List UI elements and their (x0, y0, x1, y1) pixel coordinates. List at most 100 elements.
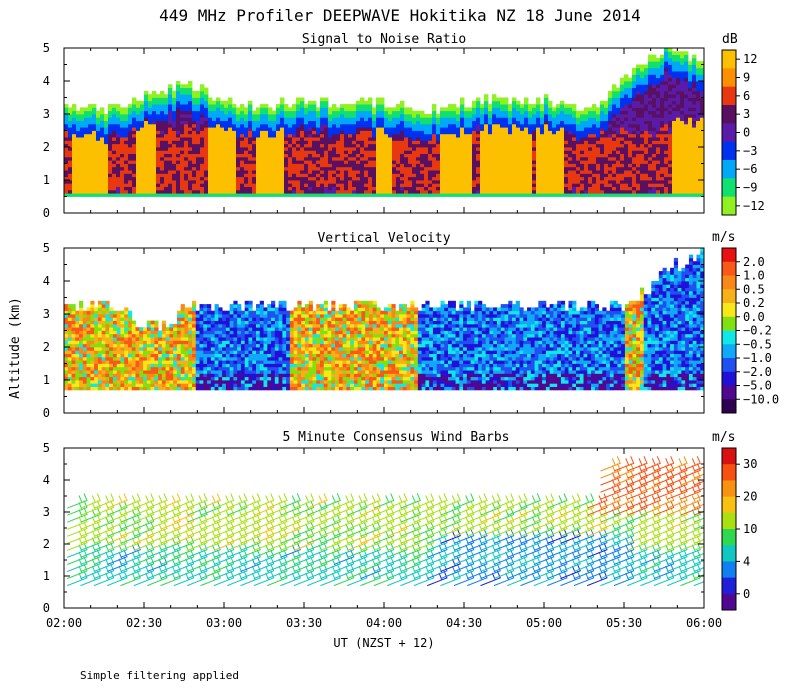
snr-cell (196, 166, 201, 171)
snr-cell (196, 156, 201, 161)
snr-cell (328, 120, 333, 125)
snr-cell (204, 160, 209, 164)
snr-cell (376, 170, 381, 174)
snr-cell (144, 170, 149, 174)
snr-cell (196, 127, 201, 131)
snr-cell (136, 107, 141, 112)
snr-cell (372, 166, 377, 171)
snr-cell (300, 114, 305, 118)
snr-cell (632, 104, 637, 108)
snr-cell (116, 133, 121, 138)
snr-cell (64, 110, 69, 115)
snr-cell (108, 160, 113, 164)
snr-cell (364, 180, 369, 184)
snr-cell (652, 74, 657, 79)
snr-cell (236, 183, 241, 187)
snr-cell (304, 140, 309, 145)
snr-cell (136, 127, 141, 131)
snr-cell (316, 120, 321, 125)
snr-cell (468, 186, 473, 191)
snr-cell (392, 170, 397, 174)
snr-cell (528, 166, 533, 171)
snr-cell (580, 143, 585, 148)
snr-cell (600, 100, 605, 105)
snr-cell (244, 114, 249, 118)
snr-cell (280, 114, 285, 118)
snr-cell (496, 166, 501, 171)
snr-cell (312, 150, 317, 154)
snr-cell (632, 140, 637, 145)
snr-cell (692, 81, 697, 85)
snr-cell (580, 130, 585, 135)
snr-cell (696, 84, 701, 88)
snr-cell (648, 54, 653, 59)
snr-cell (432, 120, 437, 125)
snr-cell (420, 127, 425, 131)
snr-cell (284, 193, 289, 197)
snr-cell (684, 57, 689, 62)
snr-cell (204, 90, 209, 95)
snr-cell (532, 150, 537, 154)
snr-cell (440, 176, 445, 181)
snr-cell (664, 176, 669, 181)
snr-cell (252, 150, 257, 154)
snr-cell (344, 183, 349, 187)
snr-cell (416, 183, 421, 187)
snr-cell (508, 183, 513, 187)
snr-cell (680, 123, 685, 128)
snr-cell (484, 166, 489, 171)
snr-cell (148, 110, 153, 115)
snr-cell (64, 130, 69, 135)
snr-cell (680, 133, 685, 138)
snr-cell (160, 147, 165, 151)
snr-cell (496, 114, 501, 118)
snr-cell (436, 173, 441, 178)
snr-cell (572, 104, 577, 108)
snr-cell (272, 156, 277, 161)
snr-cell (620, 186, 625, 191)
snr-cell (464, 123, 469, 128)
snr-cell (300, 104, 305, 108)
snr-cell (532, 176, 537, 181)
snr-cell (312, 156, 317, 161)
snr-cell (580, 127, 585, 131)
snr-cell (92, 180, 97, 184)
snr-cell (400, 117, 405, 121)
snr-cell (524, 156, 529, 161)
snr-cell (552, 160, 557, 164)
snr-cell (684, 114, 689, 118)
snr-cell (668, 107, 673, 112)
snr-cell (344, 163, 349, 168)
snr-cell (664, 160, 669, 164)
snr-cell (500, 183, 505, 187)
snr-cell (504, 107, 509, 112)
snr-cell (628, 127, 633, 131)
snr-cell (112, 137, 117, 141)
snr-cell (436, 114, 441, 118)
snr-cell (612, 193, 617, 197)
snr-cell (248, 183, 253, 187)
snr-cell (532, 120, 537, 125)
snr-cell (604, 133, 609, 138)
snr-cell (668, 143, 673, 148)
snr-cell (540, 123, 545, 128)
snr-cell (224, 150, 229, 154)
snr-cell (676, 193, 681, 197)
snr-cell (628, 100, 633, 105)
snr-cell (80, 107, 85, 112)
snr-cell (108, 176, 113, 181)
snr-cell (268, 186, 273, 191)
snr-cell (480, 163, 485, 168)
snr-cell (236, 117, 241, 121)
snr-cell (420, 123, 425, 128)
snr-cell (668, 183, 673, 187)
snr-cell (316, 150, 321, 154)
snr-cell (696, 71, 701, 75)
snr-cell (468, 180, 473, 184)
snr-cell (396, 180, 401, 184)
snr-cell (460, 156, 465, 161)
snr-cell (548, 100, 553, 105)
snr-cell (592, 193, 597, 197)
snr-cell (116, 123, 121, 128)
snr-cell (656, 140, 661, 145)
